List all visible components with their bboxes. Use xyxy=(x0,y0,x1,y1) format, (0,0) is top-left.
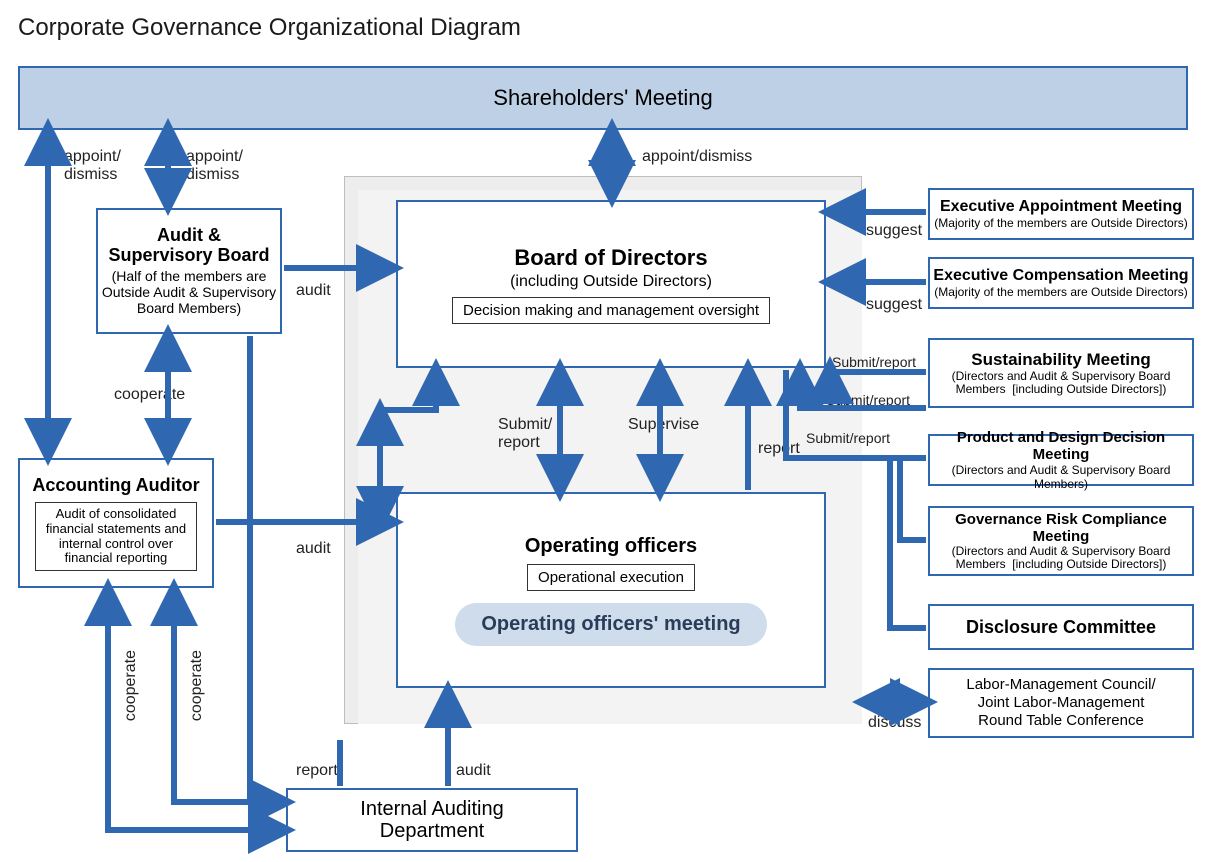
lbl-submit-report3: Submit/report xyxy=(806,430,890,446)
lbl-report: report xyxy=(296,762,338,780)
board-sub: (including Outside Directors) xyxy=(510,273,712,291)
lbl-audit3: audit xyxy=(456,762,491,780)
audit-supervisory-box: Audit & Supervisory Board (Half of the m… xyxy=(96,208,282,334)
exec-appointment-sub: (Majority of the members are Outside Dir… xyxy=(934,216,1187,230)
internal-auditing-box: Internal Auditing Department xyxy=(286,788,578,852)
governance-risk-sub: (Directors and Audit & Supervisory Board… xyxy=(952,545,1171,571)
governance-risk-title: Governance Risk Compliance Meeting xyxy=(932,511,1190,545)
product-design-title: Product and Design Decision Meeting xyxy=(932,429,1190,463)
lbl-submit-report1: Submit/report xyxy=(832,354,916,370)
exec-appointment-box: Executive Appointment Meeting (Majority … xyxy=(928,188,1194,240)
lbl-audit1: audit xyxy=(296,282,331,300)
lbl-report2: report xyxy=(758,440,800,458)
sustainability-sub: (Directors and Audit & Supervisory Board… xyxy=(952,370,1171,396)
accounting-auditor-box: Accounting Auditor Audit of consolidated… xyxy=(18,458,214,588)
exec-appointment-title: Executive Appointment Meeting xyxy=(940,198,1182,216)
governance-risk-box: Governance Risk Compliance Meeting (Dire… xyxy=(928,506,1194,576)
board-title: Board of Directors xyxy=(514,245,707,271)
audit-supervisory-sub: (Half of the members are Outside Audit &… xyxy=(102,268,276,316)
board-of-directors-box: Board of Directors (including Outside Di… xyxy=(396,200,826,368)
accounting-auditor-sub: Audit of consolidated financial statemen… xyxy=(35,502,197,572)
exec-compensation-box: Executive Compensation Meeting (Majority… xyxy=(928,257,1194,309)
lbl-appoint-dismiss-2: appoint/ dismiss xyxy=(186,148,243,185)
lbl-cooperate2: cooperate xyxy=(122,650,140,721)
lbl-appoint-dismiss-3: appoint/dismiss xyxy=(642,148,752,166)
lbl-submit-report-vert: Submit/ report xyxy=(498,416,552,453)
exec-compensation-title: Executive Compensation Meeting xyxy=(933,267,1188,285)
lbl-audit2: audit xyxy=(296,540,331,558)
internal-auditing-label: Internal Auditing Department xyxy=(360,798,503,842)
shareholders-box: Shareholders' Meeting xyxy=(18,66,1188,130)
lbl-cooperate1: cooperate xyxy=(114,386,185,404)
operating-officers-title: Operating officers xyxy=(525,535,697,558)
accounting-auditor-title: Accounting Auditor xyxy=(32,475,199,496)
disclosure-title: Disclosure Committee xyxy=(966,617,1156,638)
sustainability-box: Sustainability Meeting (Directors and Au… xyxy=(928,338,1194,408)
lbl-cooperate3: cooperate xyxy=(188,650,206,721)
lbl-submit-report2: Submit/report xyxy=(826,392,910,408)
shareholders-label: Shareholders' Meeting xyxy=(493,85,712,111)
diagram-stage: Corporate Governance Organizational Diag… xyxy=(0,0,1206,862)
lbl-appoint-dismiss-1: appoint/ dismiss xyxy=(64,148,121,185)
lbl-suggest1: suggest xyxy=(866,222,922,240)
operating-officers-inner: Operational execution xyxy=(527,564,695,591)
product-design-box: Product and Design Decision Meeting (Dir… xyxy=(928,434,1194,486)
exec-compensation-sub: (Majority of the members are Outside Dir… xyxy=(934,285,1187,299)
sustainability-title: Sustainability Meeting xyxy=(971,350,1150,370)
board-inner: Decision making and management oversight xyxy=(452,297,770,324)
lbl-discuss: discuss xyxy=(868,714,921,732)
operating-officers-box: Operating officers Operational execution… xyxy=(396,492,826,688)
labor-mgmt-title: Labor-Management Council/ Joint Labor-Ma… xyxy=(966,676,1155,730)
lbl-supervise: Supervise xyxy=(628,416,699,434)
operating-officers-pill: Operating officers' meeting xyxy=(455,603,766,646)
product-design-sub: (Directors and Audit & Supervisory Board… xyxy=(932,463,1190,491)
lbl-suggest2: suggest xyxy=(866,296,922,314)
audit-supervisory-title: Audit & Supervisory Board xyxy=(108,226,269,266)
page-title: Corporate Governance Organizational Diag… xyxy=(18,14,521,42)
labor-mgmt-box: Labor-Management Council/ Joint Labor-Ma… xyxy=(928,668,1194,738)
disclosure-box: Disclosure Committee xyxy=(928,604,1194,650)
